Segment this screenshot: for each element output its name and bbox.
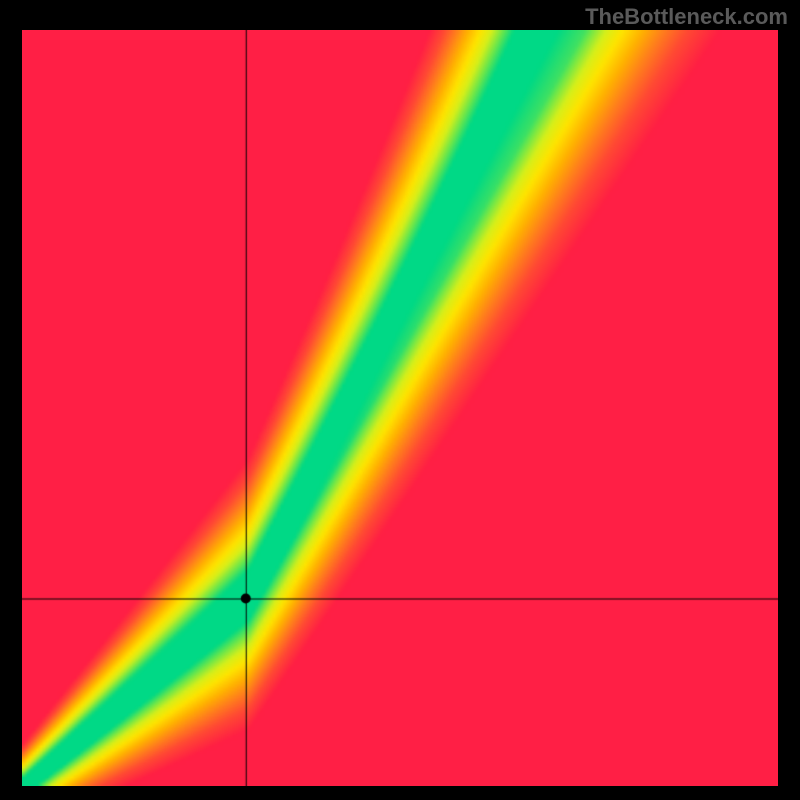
chart-container: TheBottleneck.com xyxy=(0,0,800,800)
bottleneck-heatmap xyxy=(22,30,778,786)
watermark-text: TheBottleneck.com xyxy=(585,4,788,30)
